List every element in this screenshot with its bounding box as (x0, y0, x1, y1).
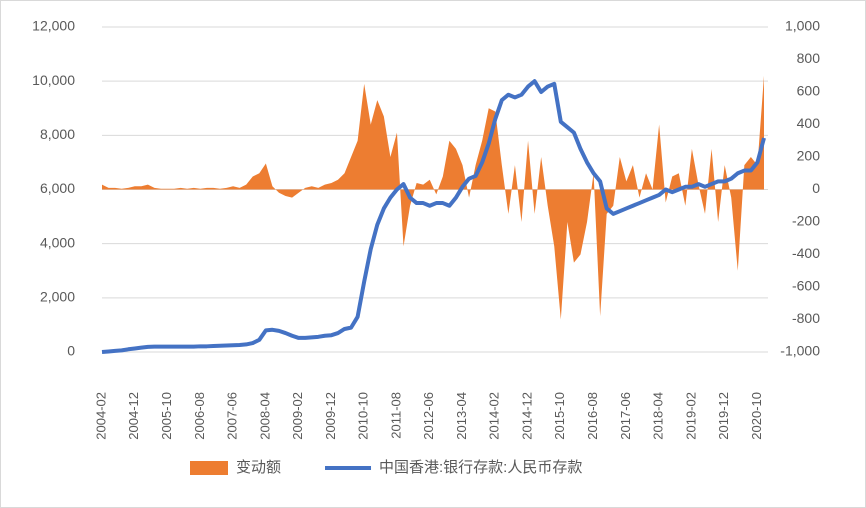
y2-tick-label: 800 (797, 50, 821, 66)
y2-tick-label: -800 (792, 310, 820, 326)
y-tick-label: 2,000 (40, 289, 75, 305)
y2-tick-label: 1,000 (785, 18, 820, 34)
y2-tick-label: 0 (812, 180, 820, 196)
y-tick-label: 6,000 (40, 180, 75, 196)
y2-tick-label: -200 (792, 213, 820, 229)
y-tick-label: 8,000 (40, 126, 75, 142)
x-tick-label: 2019-12 (716, 392, 731, 440)
x-tick-label: 2005-10 (159, 392, 174, 440)
x-tick-label: 2015-10 (552, 392, 567, 440)
x-tick-label: 2007-06 (225, 392, 240, 440)
x-tick-label: 2008-04 (257, 392, 272, 440)
x-tick-label: 2016-08 (585, 392, 600, 440)
x-tick-label: 2017-06 (618, 392, 633, 440)
x-tick-label: 2020-10 (749, 392, 764, 440)
x-tick-label: 2014-02 (487, 392, 502, 440)
x-tick-label: 2006-08 (192, 392, 207, 440)
x-tick-label: 2018-04 (651, 392, 666, 440)
legend-swatch (190, 461, 228, 475)
x-tick-label: 2011-08 (388, 392, 403, 439)
y2-tick-label: 400 (797, 115, 821, 131)
y2-tick-label: 200 (797, 148, 821, 164)
area (102, 75, 764, 320)
x-tick-label: 2013-04 (454, 392, 469, 440)
x-tick-label: 2012-06 (421, 392, 436, 440)
line (101, 79, 766, 354)
y-tick-label: 0 (67, 343, 75, 359)
legend-label: 变动额 (236, 459, 281, 476)
x-tick-label: 2004-12 (126, 392, 141, 440)
x-tick-label: 2004-02 (93, 392, 108, 440)
y-tick-label: 12,000 (32, 18, 75, 34)
y2-tick-label: -600 (792, 278, 820, 294)
y2-tick-label: 600 (797, 83, 821, 99)
x-tick-label: 2019-02 (683, 392, 698, 440)
y2-tick-label: -400 (792, 245, 820, 261)
x-tick-label: 2014-12 (519, 392, 534, 440)
x-tick-label: 2009-02 (290, 392, 305, 440)
y-tick-label: 4,000 (40, 234, 75, 250)
legend-label: 中国香港:银行存款:人民币存款 (379, 459, 582, 476)
y-tick-label: 10,000 (32, 72, 75, 88)
x-tick-label: 2010-10 (356, 392, 371, 440)
y2-tick-label: -1,000 (780, 343, 820, 359)
x-tick-label: 2009-12 (323, 392, 338, 440)
